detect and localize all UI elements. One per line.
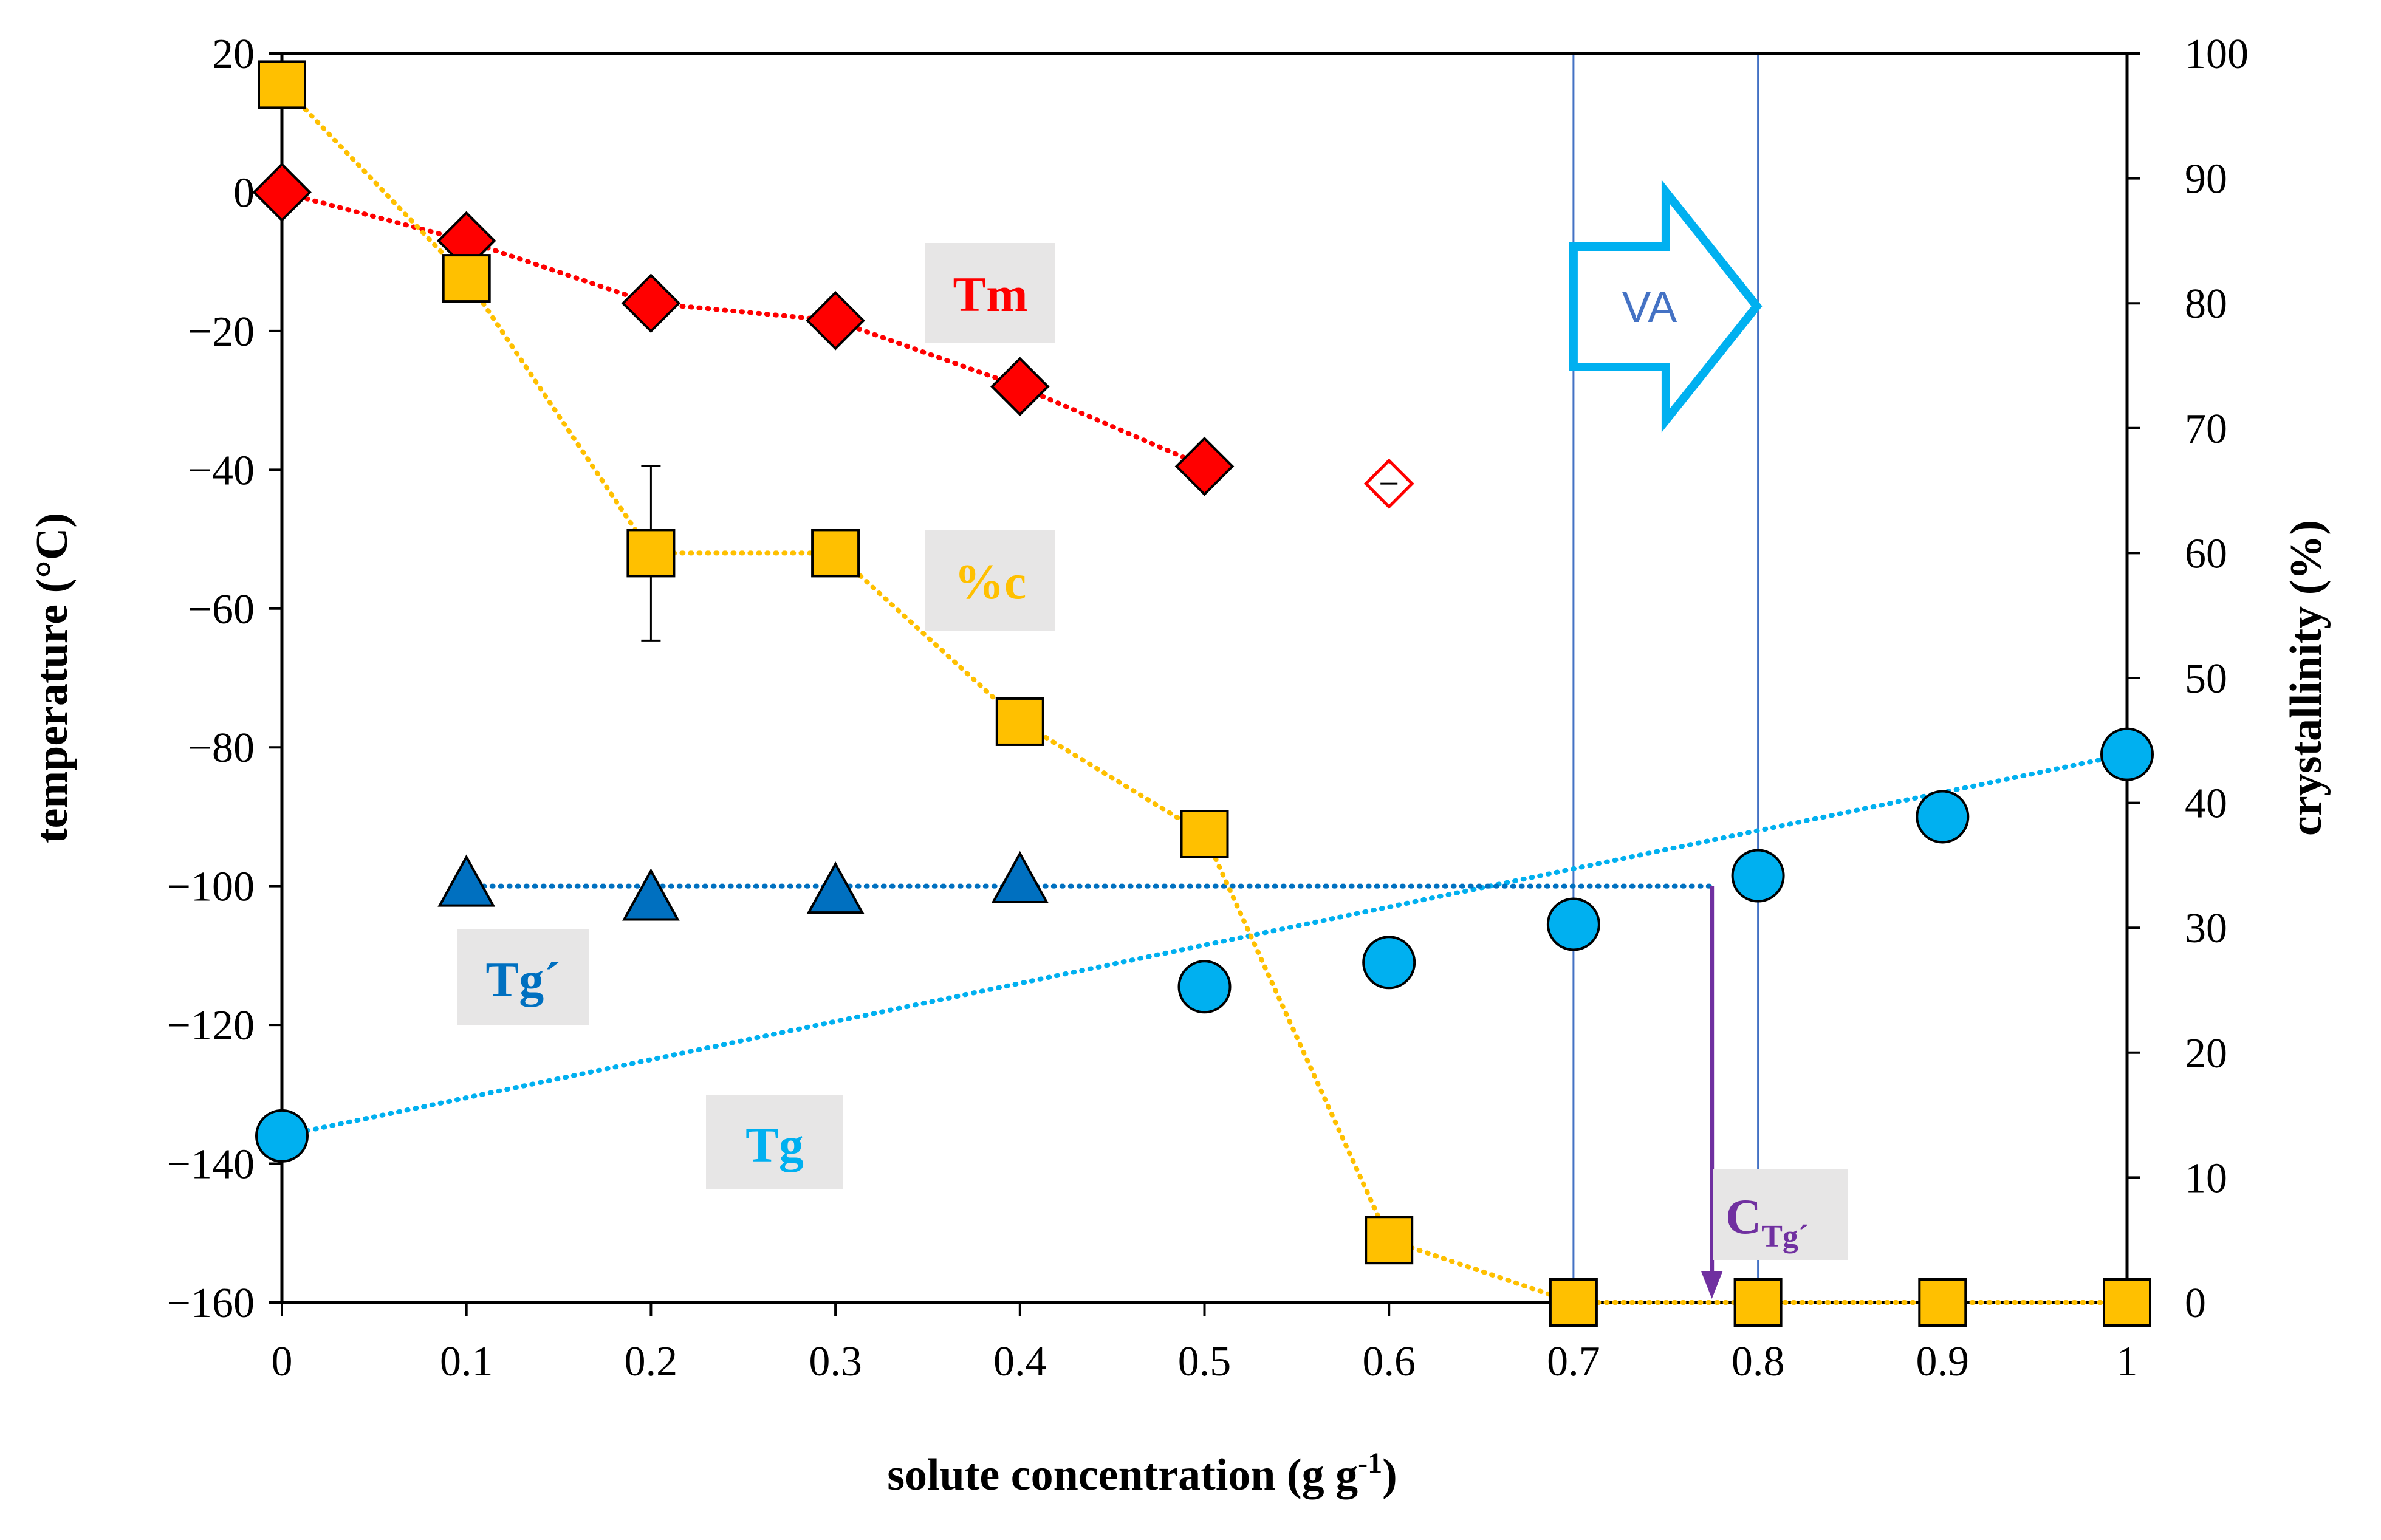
y-left-tick-label: 0 bbox=[233, 169, 255, 216]
y-right-tick-label: 50 bbox=[2185, 655, 2227, 702]
tg-fit-line bbox=[279, 751, 2129, 1138]
y-right-axis-title: crystallinity (%) bbox=[2281, 520, 2331, 836]
tm-point bbox=[990, 357, 1050, 417]
tg-prime-point bbox=[622, 868, 680, 921]
x-axis-ticks: 0 0.1 0.2 0.3 0.4 0.5 0.6 0.7 0.8 0.9 1 bbox=[272, 1302, 2138, 1385]
crystallinity-point bbox=[1180, 810, 1229, 858]
tm-point bbox=[1174, 436, 1235, 496]
x-tick-label: 0.5 bbox=[1178, 1338, 1232, 1385]
tg-point bbox=[1731, 849, 1785, 903]
va-arrow: VA bbox=[1569, 179, 1763, 433]
ctg-arrow bbox=[1701, 886, 1723, 1299]
c-label: %c bbox=[954, 554, 1026, 609]
y-left-tick-label: −120 bbox=[167, 1002, 255, 1049]
tg-point bbox=[1546, 897, 1600, 951]
tg-prime-point bbox=[806, 861, 865, 914]
x-tick-label: 0.8 bbox=[1732, 1338, 1785, 1385]
y-right-tick-label: 100 bbox=[2185, 31, 2249, 78]
tg-prime-label: Tg´ bbox=[486, 952, 561, 1007]
series-labels: Tm %c Tg´ Tg CTg´ bbox=[457, 243, 1848, 1260]
data-markers bbox=[252, 60, 2154, 1327]
tg-point bbox=[1362, 936, 1416, 990]
crystallinity-point bbox=[2103, 1278, 2151, 1327]
ctg-arrow-head bbox=[1701, 1271, 1723, 1299]
c-label-box bbox=[925, 530, 1055, 631]
fit-lines bbox=[279, 751, 2129, 1138]
x-tick-label: 1 bbox=[2117, 1338, 2138, 1385]
y-right-tick-label: 90 bbox=[2185, 156, 2227, 203]
x-tick-label: 0 bbox=[272, 1338, 293, 1385]
crystallinity-point bbox=[811, 529, 860, 578]
y-right-tick-label: 30 bbox=[2185, 905, 2227, 952]
x-tick-label: 0.1 bbox=[440, 1338, 493, 1385]
tg-label-box bbox=[706, 1095, 843, 1189]
x-tick-label: 0.3 bbox=[809, 1338, 862, 1385]
tm-label-box bbox=[925, 243, 1055, 343]
y-left-tick-label: −100 bbox=[167, 864, 255, 911]
y-left-tick-label: −80 bbox=[188, 725, 255, 772]
x-tick-label: 0.7 bbox=[1547, 1338, 1600, 1385]
y-right-tick-label: 70 bbox=[2185, 406, 2227, 453]
y-left-tick-label: −160 bbox=[167, 1280, 255, 1327]
crystallinity-point bbox=[626, 529, 676, 578]
y-left-axis-ticks: 20 0 −20 −40 −60 −80 −100 −120 −140 −160 bbox=[167, 31, 282, 1327]
x-tick-label: 0.9 bbox=[1916, 1338, 1970, 1385]
tg-point bbox=[2100, 727, 2154, 781]
x-tick-label: 0.6 bbox=[1362, 1338, 1416, 1385]
crystallinity-point bbox=[442, 254, 491, 303]
y-right-tick-label: 40 bbox=[2185, 781, 2227, 827]
tg-point bbox=[255, 1109, 309, 1163]
tg-prime-point bbox=[437, 854, 496, 907]
x-tick-label: 0.2 bbox=[625, 1338, 678, 1385]
y-left-axis-title: temperature (°C) bbox=[27, 513, 77, 843]
tm-point bbox=[252, 162, 312, 222]
x-axis-title: solute concentration (g g-1) bbox=[887, 1447, 1397, 1500]
x-tick-label: 0.4 bbox=[993, 1338, 1047, 1385]
y-right-tick-label: 0 bbox=[2185, 1280, 2206, 1327]
va-label: VA bbox=[1622, 283, 1677, 332]
crystallinity-point bbox=[1918, 1278, 1967, 1327]
ctg-label-box bbox=[1713, 1169, 1848, 1260]
tm-line bbox=[279, 190, 1207, 469]
crystallinity-point bbox=[1365, 1216, 1414, 1265]
crystallinity-point bbox=[995, 697, 1044, 746]
y-left-tick-label: −60 bbox=[188, 586, 255, 633]
y-left-tick-label: −20 bbox=[188, 309, 255, 355]
ctg-label: CTg´ bbox=[1725, 1189, 1809, 1254]
crystallinity-point bbox=[1733, 1278, 1783, 1327]
y-left-tick-label: −40 bbox=[188, 447, 255, 494]
y-right-tick-label: 60 bbox=[2185, 530, 2227, 577]
tm-point bbox=[621, 273, 681, 334]
va-arrow-shape bbox=[1569, 179, 1763, 433]
crystallinity-point bbox=[1549, 1278, 1598, 1327]
tg-label: Tg bbox=[745, 1117, 804, 1172]
tg-point bbox=[1177, 960, 1232, 1014]
crystallinity-point bbox=[258, 60, 306, 109]
tg-point bbox=[1916, 790, 1970, 844]
tm-label: Tm bbox=[953, 267, 1028, 322]
y-right-tick-label: 10 bbox=[2185, 1155, 2227, 1202]
y-left-tick-label: −140 bbox=[167, 1141, 255, 1188]
y-left-tick-label: 20 bbox=[212, 31, 255, 78]
y-right-tick-label: 80 bbox=[2185, 281, 2227, 327]
tg-prime-point bbox=[991, 850, 1049, 903]
tm-point bbox=[806, 290, 865, 351]
tg-prime-label-box bbox=[457, 929, 589, 1025]
y-right-tick-label: 20 bbox=[2185, 1030, 2227, 1077]
